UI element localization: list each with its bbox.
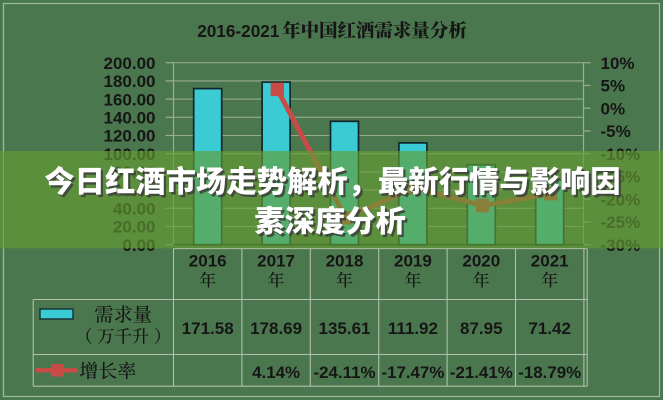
- svg-text:2016: 2016: [189, 252, 227, 271]
- svg-text:135.61: 135.61: [319, 319, 371, 338]
- svg-text:87.95: 87.95: [460, 319, 503, 338]
- svg-text:2021: 2021: [531, 252, 569, 271]
- svg-text:-18.79%: -18.79%: [518, 363, 581, 382]
- svg-text:4.14%: 4.14%: [252, 363, 300, 382]
- svg-text:2018: 2018: [326, 252, 364, 271]
- svg-text:2016-2021: 2016-2021: [197, 21, 280, 41]
- svg-text:160.00: 160.00: [104, 90, 156, 109]
- svg-text:2019: 2019: [394, 252, 432, 271]
- svg-text:10%: 10%: [601, 54, 635, 73]
- svg-text:171.58: 171.58: [182, 319, 234, 338]
- svg-text:-5%: -5%: [601, 122, 631, 141]
- svg-text:-21.41%: -21.41%: [450, 363, 513, 382]
- svg-text:120.00: 120.00: [104, 127, 156, 146]
- svg-text:-17.47%: -17.47%: [381, 363, 444, 382]
- svg-text:2020: 2020: [462, 252, 500, 271]
- svg-text:200.00: 200.00: [104, 54, 156, 73]
- svg-text:180.00: 180.00: [104, 72, 156, 91]
- svg-text:111.92: 111.92: [388, 319, 438, 338]
- svg-text:71.42: 71.42: [528, 319, 571, 338]
- svg-text:2017: 2017: [257, 252, 295, 271]
- svg-text:178.69: 178.69: [250, 319, 302, 338]
- svg-text:5%: 5%: [601, 77, 626, 96]
- svg-text:140.00: 140.00: [104, 109, 156, 128]
- svg-text:0%: 0%: [601, 99, 626, 118]
- svg-text:-24.11%: -24.11%: [314, 363, 376, 382]
